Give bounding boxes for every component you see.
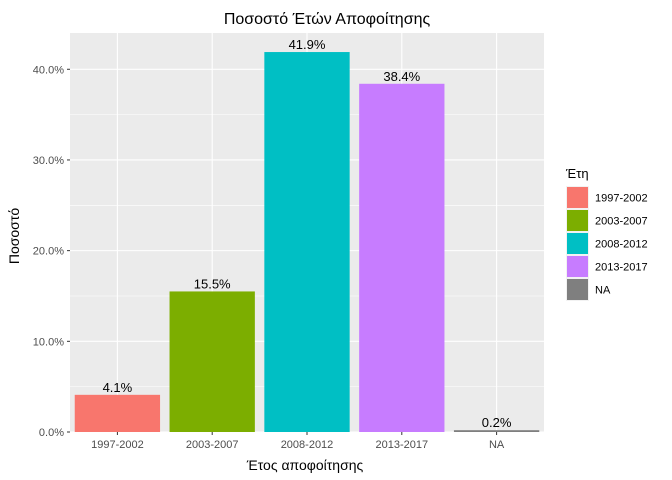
x-tick-label: NA [489, 439, 505, 451]
bar-label: 38.4% [383, 69, 420, 84]
bar-2008-2012 [264, 52, 350, 432]
x-axis-title: Έτος αποφοίτησης [246, 457, 364, 473]
x-axis: 1997-2002 2003-2007 2008-2012 2013-2017 NA [91, 432, 505, 451]
bar-NA [453, 430, 540, 432]
legend-label: 2003-2007 [595, 216, 648, 228]
legend-swatch [567, 279, 588, 300]
legend-swatch [567, 256, 588, 277]
legend-label: 2008-2012 [595, 239, 648, 251]
x-tick-label: 1997-2002 [91, 439, 144, 451]
y-axis-title: Ποσοστό [6, 208, 22, 264]
y-tick-label: 30.0% [33, 155, 64, 167]
y-tick-label: 40.0% [33, 64, 64, 76]
x-tick-label: 2008-2012 [281, 439, 334, 451]
bar-label: 41.9% [289, 37, 326, 52]
bars [74, 52, 540, 433]
bar-label: 4.1% [103, 380, 133, 395]
legend-label: 2013-2017 [595, 262, 648, 274]
bar-2003-2007 [169, 291, 255, 432]
bar-label: 0.2% [482, 415, 512, 430]
bar-labels: 4.1% 15.5% 41.9% 38.4% 0.2% [103, 37, 512, 430]
legend-label: 1997-2002 [595, 193, 648, 205]
x-tick-label: 2013-2017 [375, 439, 428, 451]
y-tick-label: 10.0% [33, 336, 64, 348]
chart-title: Ποσοστό Έτών Αποφοίτησης [224, 11, 431, 28]
y-tick-label: 20.0% [33, 246, 64, 258]
bar-label: 15.5% [194, 276, 231, 291]
legend-swatch [567, 233, 588, 254]
bar-2013-2017 [359, 83, 445, 433]
legend-swatch [567, 210, 588, 231]
legend: Έτη 1997-2002 2003-2007 2008-2012 2013-2017… [565, 166, 648, 301]
bar-1997-2002 [74, 394, 161, 432]
x-tick-label: 2003-2007 [186, 439, 239, 451]
y-axis: 0.0% 10.0% 20.0% 30.0% 40.0% [33, 64, 70, 439]
legend-title: Έτη [565, 166, 589, 181]
legend-swatch [567, 187, 588, 208]
legend-label: NA [595, 285, 611, 297]
y-tick-label: 0.0% [39, 427, 64, 439]
